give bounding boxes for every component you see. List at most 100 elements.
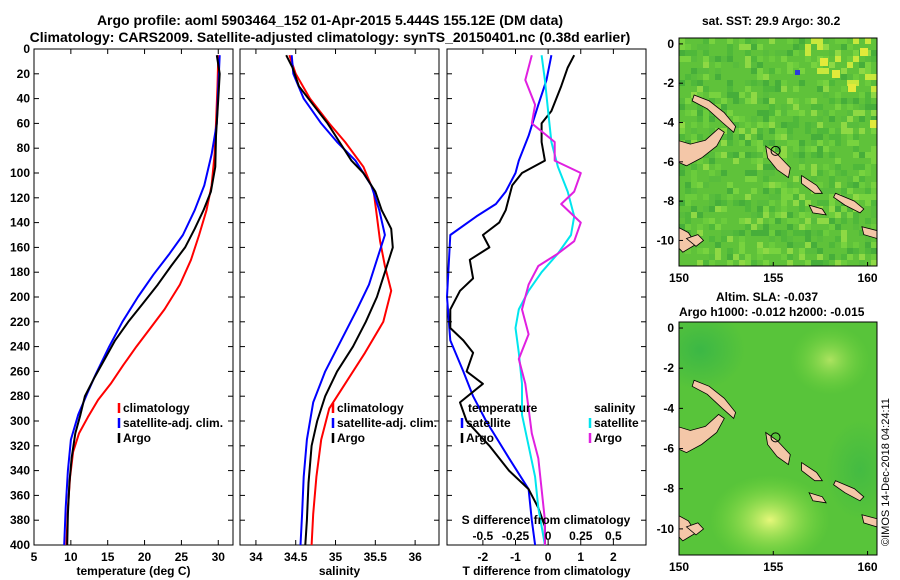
sst-cell [781, 50, 787, 56]
sst-cell [787, 38, 793, 44]
sst-cell [769, 68, 775, 74]
sst-cell [769, 236, 775, 242]
sst-cell [859, 176, 865, 182]
sst-cell [781, 254, 787, 260]
sst-cell [841, 206, 847, 212]
sst-cell [829, 62, 835, 68]
y-tick-label: 20 [17, 67, 31, 81]
sst-cell [781, 56, 787, 62]
sst-cell [871, 50, 877, 56]
sst-cell [763, 206, 769, 212]
sst-cell [823, 230, 829, 236]
sst-cell [793, 98, 799, 104]
map-y-tick-label: -10 [657, 233, 675, 247]
series-line-satellite-adj-clim- [290, 55, 386, 546]
sst-cell [865, 236, 871, 242]
sst-cell [685, 50, 691, 56]
sst-cell [775, 194, 781, 200]
salinity-frame [239, 48, 440, 546]
sst-cell [769, 218, 775, 224]
sst-cell [775, 128, 781, 134]
sst-cell [775, 146, 781, 152]
sst-cell [835, 56, 841, 62]
sst-cell [835, 140, 841, 146]
sst-cell [847, 206, 853, 212]
sst-cell [697, 260, 703, 266]
sst-cell [871, 254, 877, 260]
sst-cell [745, 218, 751, 224]
sst-cell [787, 254, 793, 260]
x-tick-label: 10 [64, 550, 78, 564]
sst-cell [805, 260, 811, 266]
sst-cell [757, 44, 763, 50]
sst-cell [793, 50, 799, 56]
sst-cell [769, 146, 775, 152]
sst-cell [817, 80, 823, 86]
sst-cell [865, 56, 871, 62]
sst-cell [853, 218, 859, 224]
sst-cell [781, 188, 787, 194]
difference-frame [446, 48, 647, 546]
sst-cell [805, 242, 811, 248]
sst-cell [757, 158, 763, 164]
sst-cell [805, 212, 811, 218]
sst-cell [703, 38, 709, 44]
sla-field [679, 322, 877, 555]
y-tick-label: 80 [17, 141, 31, 155]
sst-cell [697, 80, 703, 86]
sst-cell [865, 98, 871, 104]
sst-cell [679, 44, 685, 50]
sst-cell [763, 116, 769, 122]
sst-cell [757, 134, 763, 140]
sst-cell [793, 122, 799, 128]
sst-cell [727, 110, 733, 116]
sst-cell [733, 152, 739, 158]
sst-cell [691, 68, 697, 74]
sst-cell [793, 116, 799, 122]
sst-cell [871, 194, 877, 200]
sst-cell [769, 200, 775, 206]
sst-cell [757, 74, 763, 80]
sst-cell [721, 200, 727, 206]
sst-cell [703, 62, 709, 68]
sst-cell [715, 206, 721, 212]
secondary-tick-label: 0.25 [569, 529, 593, 543]
sst-cell [829, 242, 835, 248]
legend-label: satellite [466, 416, 511, 430]
island-dentrecasteaux [685, 234, 705, 247]
sst-cell [709, 38, 715, 44]
sst-cell [727, 188, 733, 194]
sla-high-anomaly [790, 325, 870, 395]
sst-cell [751, 170, 757, 176]
sst-cell [817, 134, 823, 140]
sst-cell [835, 134, 841, 140]
sst-cell [781, 104, 787, 110]
sst-cell [841, 230, 847, 236]
sst-cell [853, 146, 859, 152]
sst-cell [697, 248, 703, 254]
sst-cell [679, 104, 685, 110]
sst-cell [817, 170, 823, 176]
sst-cell [781, 194, 787, 200]
island-guadalcanal [861, 226, 877, 239]
sst-cell [691, 128, 697, 134]
sst-cell [733, 98, 739, 104]
sla-low-anomaly [679, 322, 745, 390]
sst-cell [793, 230, 799, 236]
mainland-png [679, 227, 697, 253]
sst-cell [787, 236, 793, 242]
sst-cell [823, 200, 829, 206]
sst-cell [799, 110, 805, 116]
sst-cell [787, 122, 793, 128]
series-line-climatology [65, 55, 220, 546]
sst-cell [769, 128, 775, 134]
sst-cell [691, 74, 697, 80]
sst-cell [817, 248, 823, 254]
sst-cell [799, 224, 805, 230]
sst-cell [709, 176, 715, 182]
sst-cell [703, 44, 709, 50]
sst-cell [835, 38, 841, 44]
sst-cell [871, 188, 877, 194]
sst-cell [823, 218, 829, 224]
sst-cell [715, 74, 721, 80]
